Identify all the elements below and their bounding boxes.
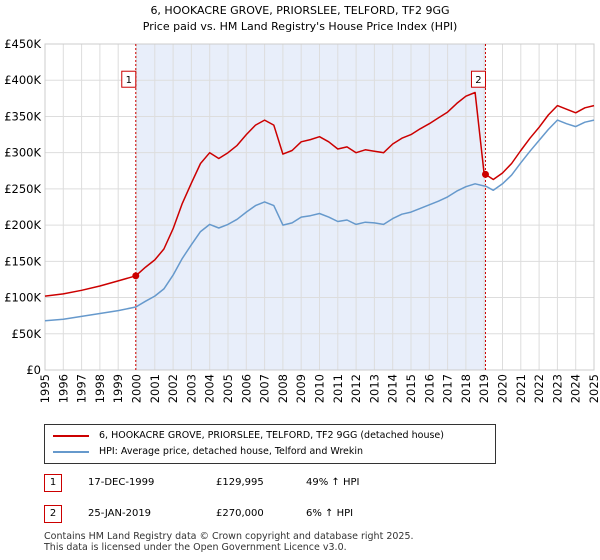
sale-point <box>132 272 140 280</box>
footer-line-1: Contains HM Land Registry data © Crown c… <box>44 531 414 542</box>
x-tick-label: 2008 <box>276 374 290 403</box>
x-tick-label: 2000 <box>130 374 144 403</box>
legend-entry-property: 6, HOOKACRE GROVE, PRIORSLEE, TELFORD, T… <box>53 428 444 444</box>
x-tick-label: 1999 <box>111 374 125 403</box>
transaction-price: £270,000 <box>216 508 264 519</box>
x-tick-label: 2004 <box>203 374 217 403</box>
x-tick-label: 2015 <box>404 374 418 403</box>
x-tick-label: 2021 <box>514 374 528 403</box>
transaction-badge: 2 <box>44 505 62 523</box>
plot-frame <box>44 43 595 371</box>
y-tick-label: £400K <box>4 73 41 87</box>
x-tick-label: 1998 <box>93 374 107 403</box>
y-tick-label: £0 <box>26 363 41 377</box>
x-tick-label: 2022 <box>532 374 546 403</box>
y-tick-label: £100K <box>4 291 41 305</box>
y-tick-label: £200K <box>4 218 41 232</box>
x-tick-label: 2023 <box>550 374 564 403</box>
x-tick-label: 2020 <box>496 374 510 403</box>
x-tick-label: 1995 <box>38 374 52 403</box>
transaction-date: 17-DEC-1999 <box>88 477 155 488</box>
transaction-hpi-diff: 49% ↑ HPI <box>306 477 360 488</box>
x-tick-label: 2024 <box>569 374 583 403</box>
x-tick-label: 2002 <box>166 374 180 403</box>
legend-label-property: 6, HOOKACRE GROVE, PRIORSLEE, TELFORD, T… <box>99 430 444 441</box>
footer-license: Contains HM Land Registry data © Crown c… <box>44 531 584 553</box>
x-tick-label: 2014 <box>386 374 400 403</box>
chart-subtitle: Price paid vs. HM Land Registry's House … <box>143 20 458 33</box>
chart-title: 6, HOOKACRE GROVE, PRIORSLEE, TELFORD, T… <box>150 4 449 17</box>
x-tick-label: 2005 <box>221 374 235 403</box>
x-tick-label: 1997 <box>75 374 89 403</box>
y-tick-label: £250K <box>4 182 41 196</box>
x-tick-label: 2009 <box>294 374 308 403</box>
x-tick-label: 2012 <box>349 374 363 403</box>
y-tick-label: £300K <box>4 146 41 160</box>
x-tick-label: 2007 <box>258 374 272 403</box>
x-tick-label: 2006 <box>239 374 253 403</box>
x-tick-label: 2001 <box>148 374 162 403</box>
transaction-badge: 1 <box>44 474 62 492</box>
x-tick-label: 2003 <box>184 374 198 403</box>
x-tick-label: 2025 <box>587 374 600 403</box>
y-tick-label: £450K <box>4 37 41 51</box>
price-chart: 6, HOOKACRE GROVE, PRIORSLEE, TELFORD, T… <box>4 4 600 403</box>
footer-line-2: This data is licensed under the Open Gov… <box>44 542 347 553</box>
sale-label-number: 2 <box>475 75 481 86</box>
legend-swatch-property <box>53 434 89 437</box>
series-line-property <box>44 91 595 297</box>
sale-label-box <box>121 70 137 88</box>
transaction-price: £129,995 <box>216 477 264 488</box>
transaction-hpi-diff: 6% ↑ HPI <box>306 508 354 519</box>
x-tick-label: 2016 <box>422 374 436 403</box>
y-tick-label: £50K <box>12 327 42 341</box>
sale-label-number: 1 <box>126 75 132 86</box>
ownership-shaded-region <box>135 44 486 370</box>
y-tick-label: £150K <box>4 254 41 268</box>
series-line-hpi <box>44 119 595 322</box>
sale-label-box <box>470 70 486 88</box>
x-tick-label: 2019 <box>477 374 491 403</box>
transaction-date: 25-JAN-2019 <box>88 508 152 519</box>
x-tick-label: 2018 <box>459 374 473 403</box>
x-tick-label: 2017 <box>441 374 455 403</box>
x-tick-label: 1996 <box>56 374 70 403</box>
legend-label-hpi: HPI: Average price, detached house, Telf… <box>99 446 364 457</box>
x-tick-label: 2011 <box>331 374 345 403</box>
y-tick-label: £350K <box>4 109 41 123</box>
sale-point <box>481 170 489 178</box>
legend-entry-hpi: HPI: Average price, detached house, Telf… <box>53 444 363 460</box>
legend-swatch-hpi <box>53 450 89 453</box>
x-tick-label: 2013 <box>367 374 381 403</box>
chart-legend: 6, HOOKACRE GROVE, PRIORSLEE, TELFORD, T… <box>44 424 496 464</box>
x-tick-label: 2010 <box>313 374 327 403</box>
